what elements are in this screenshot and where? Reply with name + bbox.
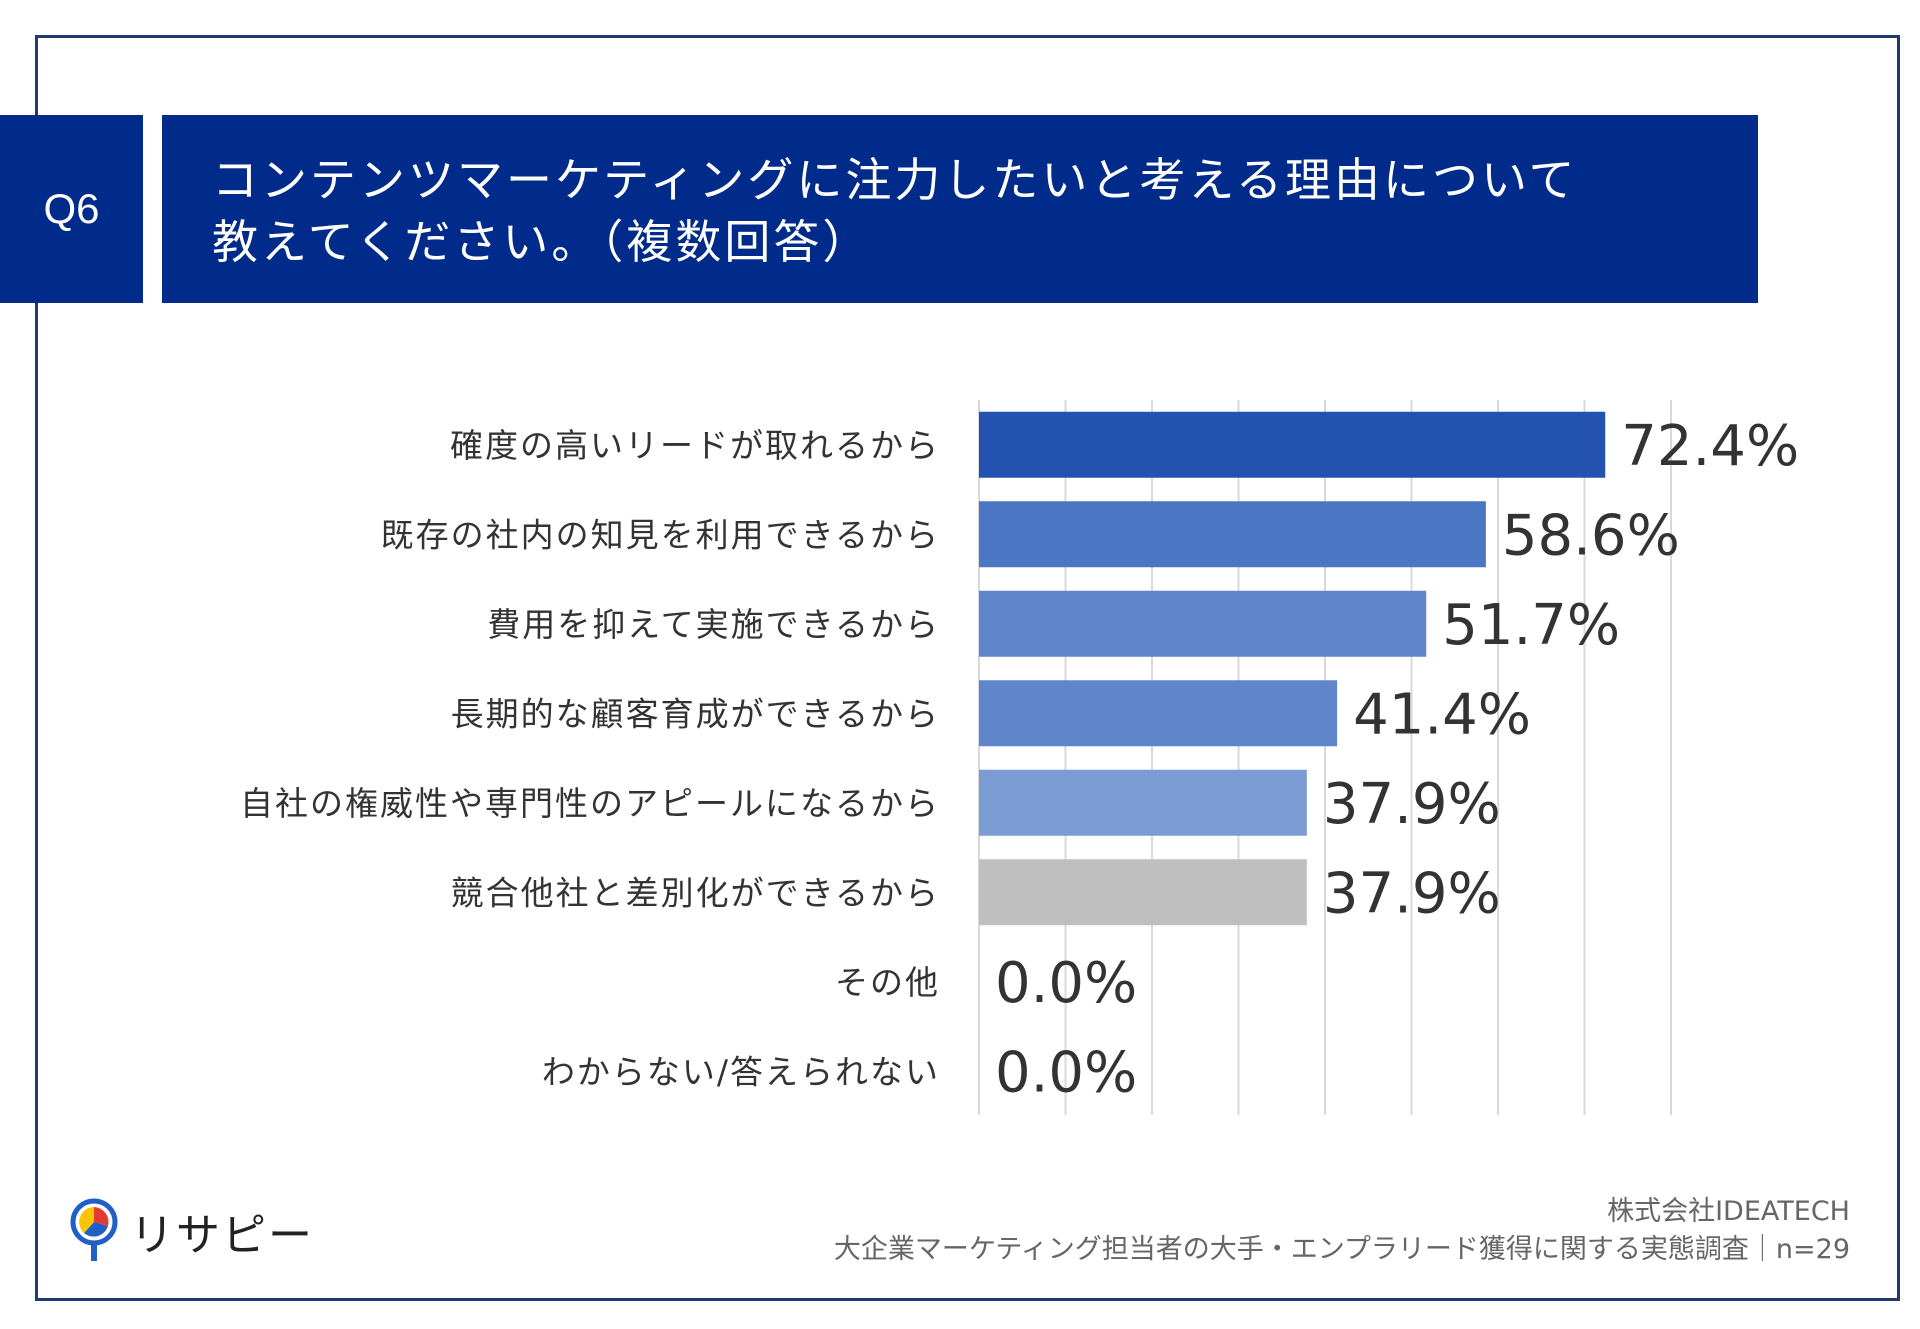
question-title: コンテンツマーケティングに注力したいと考える理由について 教えてください。（複数…: [162, 115, 1758, 303]
value-label: 0.0%: [995, 1040, 1137, 1105]
value-labels: 72.4% 58.6% 51.7% 41.4% 37.9% 37.9% 0.0% 0.0%: [995, 414, 1799, 1106]
value-label: 72.4%: [1621, 414, 1799, 479]
bar: [979, 590, 1427, 657]
bar: [979, 769, 1307, 836]
outer-frame: [35, 35, 1900, 1301]
footer-survey: 大企業マーケティング担当者の大手・エンプラリード獲得に関する実態調査｜n=29: [833, 1234, 1850, 1265]
category-label: 競合他社と差別化ができるから: [451, 873, 940, 912]
value-label: 0.0%: [995, 951, 1137, 1016]
bar: [979, 411, 1606, 478]
category-label: 費用を抑えて実施できるから: [487, 605, 940, 644]
bars: [979, 411, 1606, 926]
question-badge: Q6: [0, 115, 143, 303]
question-title-line2: 教えてください。（複数回答）: [212, 215, 872, 269]
value-label: 41.4%: [1353, 682, 1531, 747]
footer-company: 株式会社IDEATECH: [1607, 1196, 1850, 1227]
value-label: 51.7%: [1442, 593, 1620, 658]
value-label: 37.9%: [1323, 861, 1501, 926]
footer: 株式会社IDEATECH 大企業マーケティング担当者の大手・エンプラリード獲得に…: [834, 1193, 1850, 1269]
category-label: 自社の権威性や専門性のアピールになるから: [240, 784, 940, 823]
question-title-line1: コンテンツマーケティングに注力したいと考える理由について: [212, 153, 1578, 207]
bar: [979, 680, 1338, 747]
category-labels: 確度の高いリードが取れるから既存の社内の知見を利用できるから費用を抑えて実施でき…: [240, 426, 940, 1092]
bar: [979, 859, 1307, 926]
category-label: その他: [835, 963, 940, 1002]
logo-text: リサピー: [130, 1210, 314, 1261]
bar: [979, 501, 1486, 568]
value-label: 37.9%: [1323, 772, 1501, 837]
category-label: 既存の社内の知見を利用できるから: [381, 515, 940, 554]
category-label: 確度の高いリードが取れるから: [450, 426, 940, 465]
map-pin-pie-icon: [70, 1198, 118, 1261]
question-number: Q6: [43, 185, 100, 232]
category-label: 長期的な顧客育成ができるから: [451, 694, 940, 733]
category-label: わからない/答えられない: [542, 1052, 940, 1091]
value-label: 58.6%: [1502, 503, 1680, 568]
logo: リサピー: [70, 1198, 314, 1264]
